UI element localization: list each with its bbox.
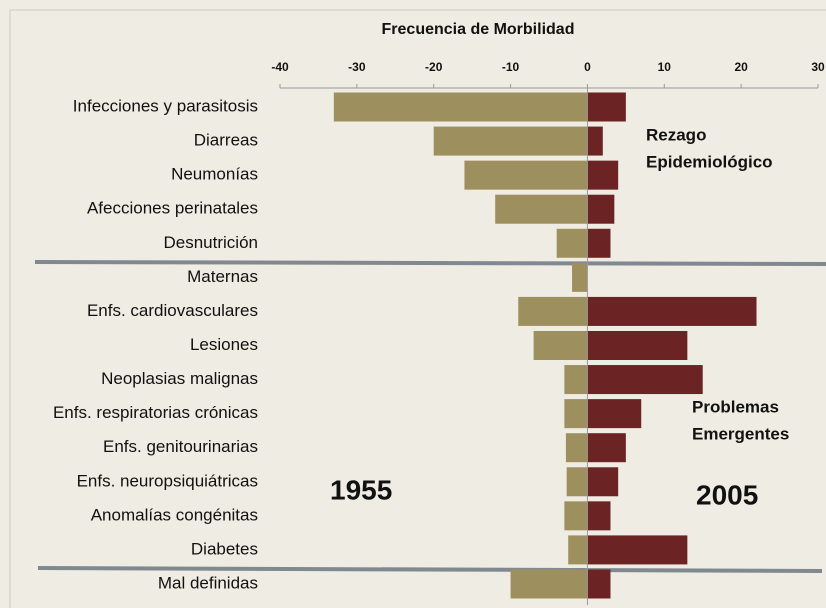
y-tick-label: Infecciones y parasitosis — [73, 96, 258, 115]
bar — [587, 194, 615, 224]
y-tick-label: Enfs. respiratorias crónicas — [53, 403, 258, 422]
bar — [587, 126, 603, 156]
bar — [572, 262, 588, 292]
bar — [564, 365, 588, 395]
bar — [564, 501, 588, 531]
y-tick-label: Maternas — [187, 267, 258, 286]
bar — [587, 92, 626, 122]
y-tick-label: Lesiones — [190, 335, 258, 354]
x-tick-label: 0 — [584, 60, 591, 74]
bar — [587, 365, 703, 395]
series-label: 1955 — [330, 474, 392, 505]
bar — [587, 501, 611, 531]
y-tick-label: Diabetes — [191, 539, 258, 558]
y-tick-label: Anomalías congénitas — [91, 505, 258, 524]
separator — [34, 260, 826, 266]
x-tick-label: 10 — [658, 60, 672, 74]
x-tick-label: -10 — [502, 60, 520, 74]
annotation: Emergentes — [692, 424, 789, 443]
bar — [556, 228, 588, 258]
bar — [333, 92, 588, 122]
x-tick-label: 30 — [811, 60, 825, 74]
bar — [587, 228, 611, 258]
series-label: 2005 — [696, 479, 758, 510]
bar — [587, 467, 619, 497]
annotation: Problemas — [692, 397, 779, 416]
x-tick-label: 20 — [734, 60, 748, 74]
bar — [565, 433, 588, 463]
bar — [587, 296, 757, 326]
bar — [518, 296, 588, 326]
y-tick-label: Enfs. cardiovasculares — [87, 301, 258, 320]
y-tick-label: Neumonías — [171, 165, 258, 184]
chart-title: Frecuencia de Morbilidad — [382, 21, 575, 38]
y-tick-label: Enfs. neuropsiquiátricas — [77, 471, 258, 490]
y-tick-label: Enfs. genitourinarias — [103, 437, 258, 456]
bar — [587, 433, 626, 463]
bar — [533, 330, 588, 360]
y-tick-label: Afecciones perinatales — [87, 199, 258, 218]
bar — [568, 535, 588, 565]
x-tick-label: -40 — [271, 60, 289, 74]
bar — [564, 399, 588, 429]
bar — [433, 126, 588, 156]
y-tick-label: Desnutrición — [164, 233, 259, 252]
bar — [587, 330, 688, 360]
y-tick-label: Neoplasias malignas — [101, 369, 258, 388]
bar — [464, 160, 588, 190]
bar — [566, 467, 588, 497]
x-tick-label: -30 — [348, 60, 366, 74]
bar — [587, 569, 611, 599]
annotation: Epidemiológico — [646, 152, 773, 171]
y-tick-label: Diarreas — [194, 131, 258, 150]
bar — [587, 399, 642, 429]
x-tick-label: -20 — [425, 60, 443, 74]
bar — [495, 194, 588, 224]
bar — [587, 535, 688, 565]
bar — [587, 160, 619, 190]
annotation: Rezago — [646, 125, 706, 144]
y-tick-label: Mal definidas — [158, 573, 258, 592]
separator — [37, 566, 823, 573]
bar — [510, 569, 588, 599]
